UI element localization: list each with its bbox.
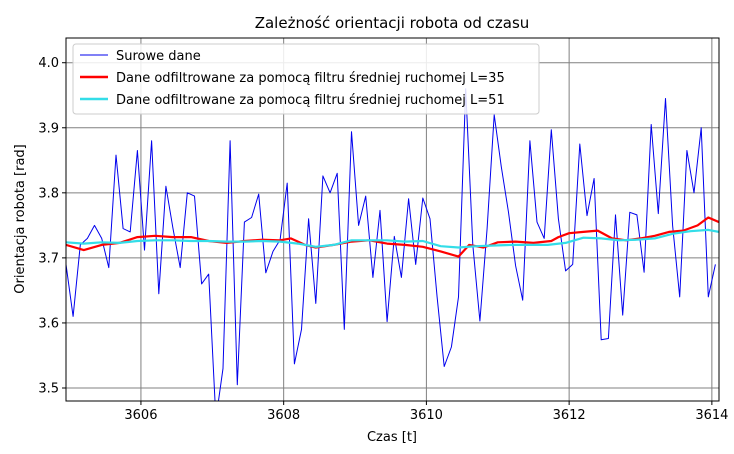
y-tick-label: 4.0	[38, 56, 59, 71]
y-axis: 3.5 3.6 3.7 3.8 3.9 4.0	[38, 56, 66, 396]
legend-label-l51: Dane odfiltrowane za pomocą filtru średn…	[116, 93, 505, 108]
legend-label-raw: Surowe dane	[116, 49, 201, 64]
y-tick-label: 3.7	[38, 251, 59, 266]
legend-label-l35: Dane odfiltrowane za pomocą filtru średn…	[116, 71, 505, 86]
legend-box	[72, 43, 540, 115]
y-tick-label: 3.8	[38, 186, 59, 201]
series-moving-average-l51	[66, 228, 719, 249]
x-tick-label: 3606	[124, 408, 157, 423]
x-axis-label: Czas [t]	[367, 430, 417, 445]
x-axis: 3606 3608 3610 3612 3614	[124, 401, 728, 423]
legend: Surowe dane Dane odfiltrowane za pomocą …	[72, 43, 540, 115]
x-tick-label: 3608	[267, 408, 300, 423]
y-tick-label: 3.5	[38, 381, 59, 396]
plot-frame	[65, 37, 720, 402]
series-raw	[66, 88, 716, 401]
x-tick-label: 3610	[410, 408, 443, 423]
y-axis-label: Orientacja robota [rad]	[13, 144, 28, 293]
chart-title: Zależność orientacji robota od czasu	[255, 14, 530, 32]
x-tick-label: 3612	[553, 408, 586, 423]
series-layer	[66, 88, 719, 401]
y-tick-label: 3.6	[38, 316, 59, 331]
x-tick-label: 3614	[695, 408, 728, 423]
y-tick-label: 3.9	[38, 121, 59, 136]
